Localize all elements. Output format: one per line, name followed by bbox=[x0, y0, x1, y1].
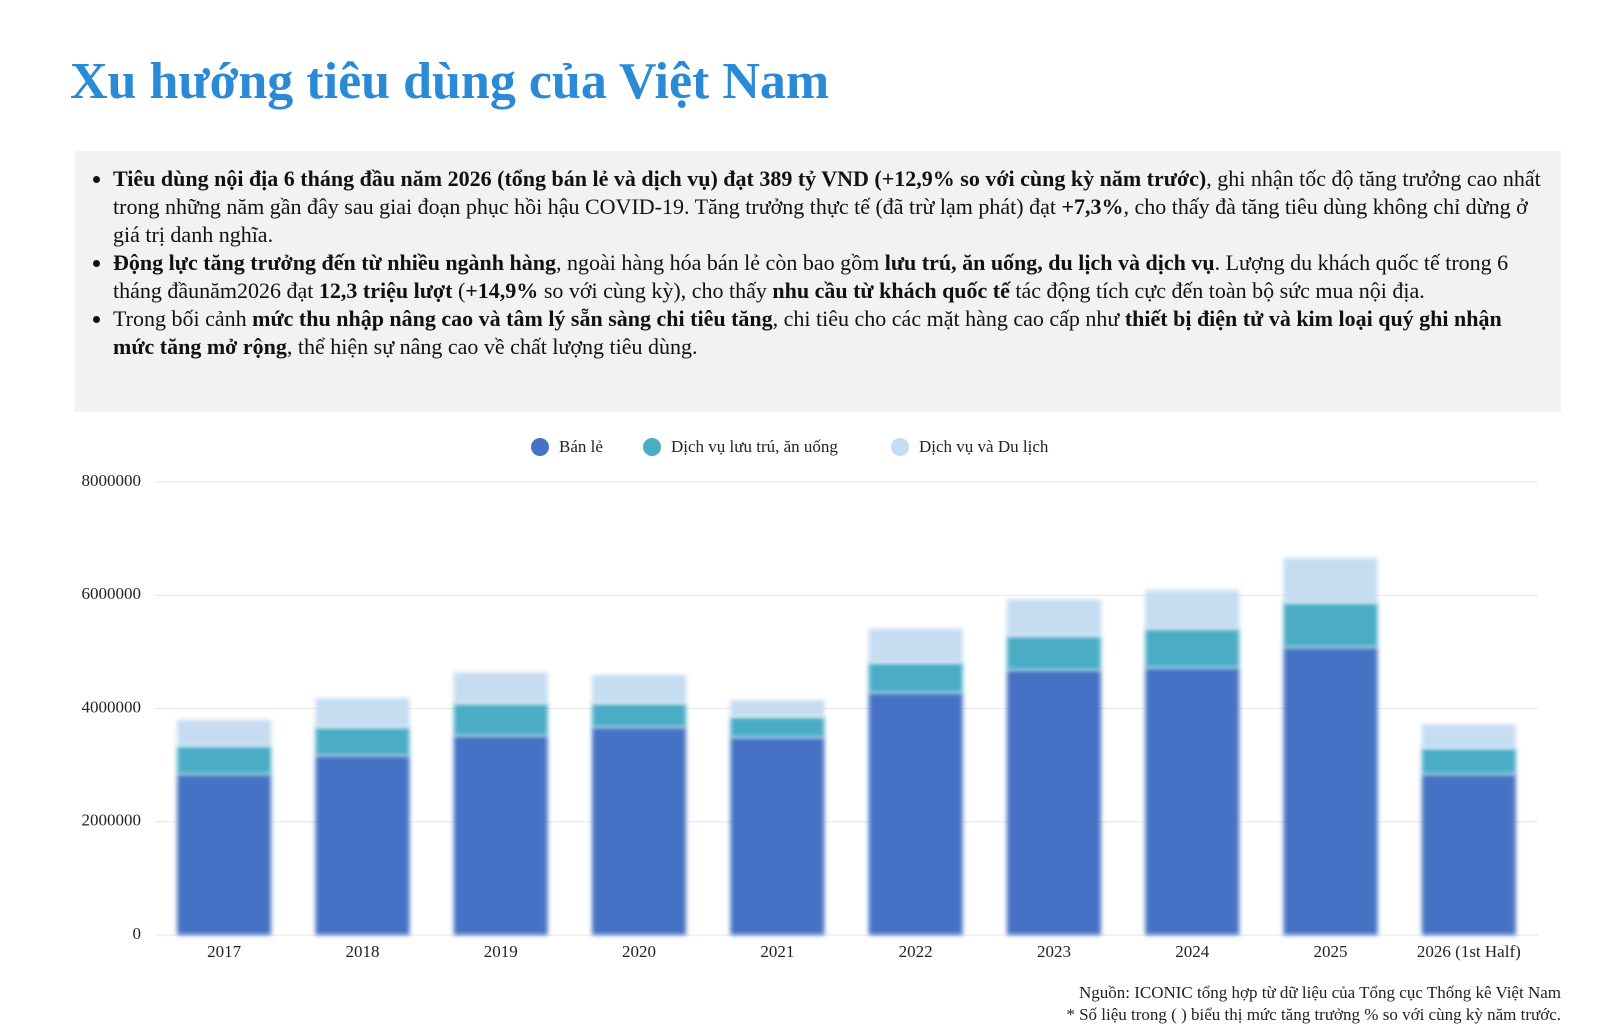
legend-label: Dịch vụ và Du lịch bbox=[919, 437, 1049, 456]
bar-segment bbox=[315, 698, 410, 728]
bar-segment bbox=[1145, 628, 1240, 668]
y-tick-label: 0 bbox=[133, 924, 142, 943]
bar-segment bbox=[1006, 599, 1101, 637]
x-tick-label: 2018 bbox=[345, 942, 379, 961]
bold-text: 12,3 triệu lượt bbox=[318, 278, 453, 303]
bar-segment bbox=[730, 737, 825, 935]
bar-segment bbox=[177, 719, 272, 746]
bar-segment bbox=[592, 675, 687, 704]
x-tick-label: 2022 bbox=[899, 942, 933, 961]
text: . Lượng du khách quốc tế trong 6 tháng đ… bbox=[113, 250, 1509, 303]
bar-segment bbox=[1006, 636, 1101, 670]
bar-segment bbox=[177, 745, 272, 775]
x-tick-label: 2017 bbox=[207, 942, 242, 961]
x-tick-label: 2025 bbox=[1314, 942, 1348, 961]
bar-segment bbox=[1145, 667, 1240, 935]
bar-segment bbox=[1421, 748, 1516, 775]
legend-marker bbox=[643, 438, 661, 456]
chart: 0 2000000 4000000 6000000 8000000 Bán lẻ Dịch … bbox=[82, 437, 1538, 961]
text: , chi tiêu cho các mặt hàng cao cấp như bbox=[772, 306, 1125, 331]
text: ( bbox=[452, 278, 466, 303]
text: Trong bối cảnh bbox=[113, 306, 253, 331]
legend-marker bbox=[531, 438, 549, 456]
bullet: Tiêu dùng nội địa 6 tháng đầu năm 2026 (… bbox=[113, 165, 1541, 249]
bar-segment bbox=[730, 716, 825, 738]
bar-segment bbox=[868, 692, 963, 935]
legend-marker bbox=[891, 438, 909, 456]
legend-label: Dịch vụ lưu trú, ăn uống bbox=[671, 437, 838, 456]
bar-segment bbox=[592, 727, 687, 935]
x-tick-label: 2021 bbox=[760, 942, 794, 961]
page-title: Xu hướng tiêu dùng của Việt Nam bbox=[70, 53, 830, 110]
bold-text: +7,3% bbox=[1061, 194, 1124, 219]
bar-segment bbox=[177, 774, 272, 935]
summary-box: Tiêu dùng nội địa 6 tháng đầu năm 2026 (… bbox=[75, 151, 1561, 412]
bullet-list: Tiêu dùng nội địa 6 tháng đầu năm 2026 (… bbox=[89, 165, 1541, 361]
bold-text: Tiêu dùng nội địa 6 tháng đầu năm 2026 (… bbox=[113, 166, 1207, 191]
bold-text: nhu cầu từ khách quốc tế bbox=[772, 278, 1010, 303]
x-tick-label: 2019 bbox=[484, 942, 518, 961]
bar-segment bbox=[1145, 590, 1240, 629]
bar-segment bbox=[868, 628, 963, 663]
bold-text: mức thu nhập nâng cao và tâm lý sẵn sàng… bbox=[252, 306, 773, 331]
legend-label: Bán lẻ bbox=[559, 437, 603, 456]
bold-text: Động lực tăng trưởng đến từ nhiều ngành … bbox=[113, 250, 556, 275]
bar-segment bbox=[1283, 602, 1378, 648]
bar-segment bbox=[1006, 669, 1101, 935]
bar-segment bbox=[730, 700, 825, 717]
y-tick-label: 8000000 bbox=[82, 471, 142, 490]
text: tác động tích cực đến toàn bộ sức mua nộ… bbox=[1009, 278, 1425, 303]
y-tick-label: 2000000 bbox=[82, 811, 142, 830]
bar-segment bbox=[453, 672, 548, 704]
bar-segment bbox=[315, 727, 410, 756]
y-tick-label: 6000000 bbox=[82, 584, 142, 603]
footnote: * Số liệu trong ( ) biểu thị mức tăng tr… bbox=[1066, 1005, 1561, 1024]
text: so với cùng kỳ), cho thấy bbox=[538, 278, 773, 303]
bar-segment bbox=[1421, 724, 1516, 749]
bar-segment bbox=[1421, 774, 1516, 935]
bar-segment bbox=[1283, 557, 1378, 603]
x-tick-label: 2026 (1st Half) bbox=[1417, 942, 1521, 961]
x-tick-label: 2020 bbox=[622, 942, 656, 961]
text: , ghi nhận tốc độ tăng trưởng cao nhất t… bbox=[113, 166, 1541, 219]
bar-segment bbox=[453, 735, 548, 935]
text: , cho thấy đà tăng tiêu dùng không chỉ d… bbox=[113, 194, 1528, 247]
y-tick-label: 4000000 bbox=[82, 697, 142, 716]
bold-text: lưu trú, ăn uống, du lịch và dịch vụ bbox=[884, 250, 1215, 275]
bold-text: +14,9% bbox=[465, 278, 539, 303]
x-tick-label: 2024 bbox=[1175, 942, 1210, 961]
bullet: Trong bối cảnh mức thu nhập nâng cao và … bbox=[113, 305, 1541, 361]
bar-segment bbox=[453, 703, 548, 736]
bar-segment bbox=[315, 755, 410, 935]
x-tick-label: 2023 bbox=[1037, 942, 1071, 961]
bullet: Động lực tăng trưởng đến từ nhiều ngành … bbox=[113, 249, 1541, 305]
text: , ngoài hàng hóa bán lẻ còn bao gồm bbox=[556, 250, 885, 275]
bar-segment bbox=[592, 703, 687, 728]
bar-segment bbox=[868, 662, 963, 693]
text: , thể hiện sự nâng cao về chất lượng tiê… bbox=[286, 334, 698, 359]
bold-text: thiết bị điện tử và kim loại quý ghi nhậ… bbox=[113, 306, 1502, 359]
source-note: Nguồn: ICONIC tổng hợp từ dữ liệu của Tổ… bbox=[1078, 983, 1561, 1002]
bar-segment bbox=[1283, 647, 1378, 935]
